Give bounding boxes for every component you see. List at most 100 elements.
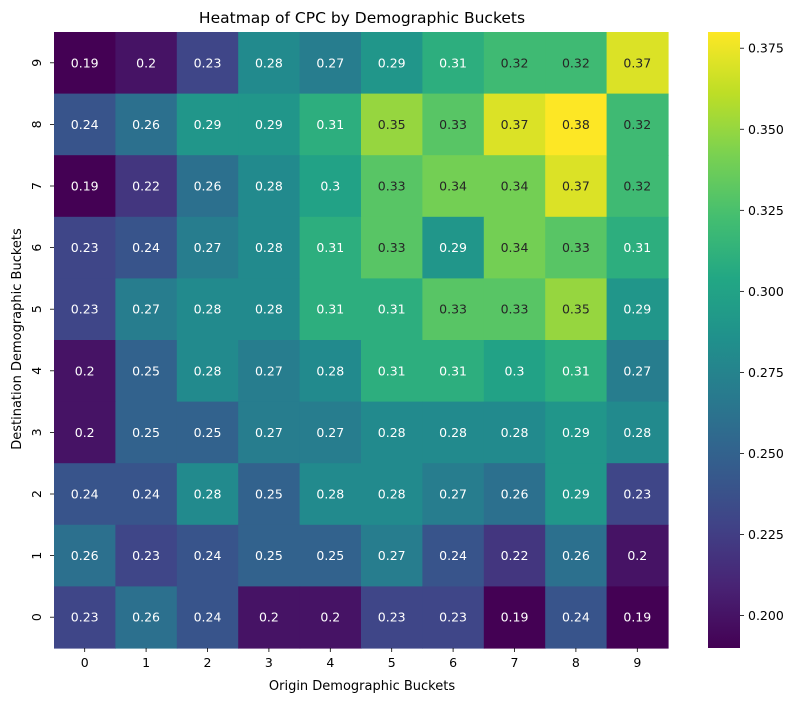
heatmap-cell bbox=[606, 340, 669, 403]
heatmap-cell bbox=[299, 524, 362, 587]
cell-value-label: 0.29 bbox=[562, 487, 590, 502]
cell-value-label: 0.31 bbox=[378, 302, 406, 317]
heatmap-cell bbox=[545, 93, 608, 156]
cell-value-label: 0.28 bbox=[316, 487, 344, 502]
heatmap-cell bbox=[176, 401, 239, 464]
x-tick-label: 7 bbox=[511, 655, 519, 670]
cell-value-label: 0.31 bbox=[378, 363, 406, 378]
heatmap-cell bbox=[176, 463, 239, 526]
heatmap-cell bbox=[238, 155, 301, 218]
x-tick-label: 1 bbox=[142, 655, 150, 670]
cell-value-label: 0.27 bbox=[623, 363, 651, 378]
cell-value-label: 0.37 bbox=[562, 179, 590, 194]
cell-value-label: 0.32 bbox=[623, 179, 651, 194]
cell-value-label: 0.2 bbox=[75, 425, 95, 440]
heatmap-cell bbox=[54, 340, 116, 403]
heatmap-cell bbox=[545, 216, 608, 279]
cell-value-label: 0.23 bbox=[378, 610, 406, 625]
heatmap-cell bbox=[606, 524, 669, 587]
y-tick-label: 1 bbox=[29, 552, 44, 560]
heatmap-cell bbox=[238, 278, 301, 341]
cell-value-label: 0.31 bbox=[623, 240, 651, 255]
colorbar-tick-label: 0.200 bbox=[748, 608, 784, 623]
heatmap-cell bbox=[483, 278, 546, 341]
cell-value-label: 0.25 bbox=[132, 363, 160, 378]
cell-value-label: 0.24 bbox=[562, 610, 590, 625]
colorbar-tick-label: 0.325 bbox=[748, 203, 784, 218]
cell-value-label: 0.19 bbox=[501, 610, 529, 625]
heatmap-cell bbox=[483, 463, 546, 526]
cell-value-label: 0.31 bbox=[439, 55, 467, 70]
cell-value-label: 0.23 bbox=[439, 610, 467, 625]
heatmap-cell bbox=[422, 278, 485, 341]
cell-value-label: 0.25 bbox=[194, 425, 222, 440]
heatmap-cell bbox=[545, 155, 608, 218]
heatmap-cell bbox=[483, 524, 546, 587]
cell-value-label: 0.27 bbox=[194, 240, 222, 255]
heatmap-cell bbox=[54, 463, 116, 526]
cell-value-label: 0.31 bbox=[562, 363, 590, 378]
heatmap-cell bbox=[299, 586, 362, 649]
chart-title: Heatmap of CPC by Demographic Buckets bbox=[199, 9, 525, 27]
cell-value-label: 0.24 bbox=[194, 548, 222, 563]
heatmap-cell bbox=[115, 463, 178, 526]
cell-value-label: 0.24 bbox=[132, 487, 160, 502]
cell-value-label: 0.25 bbox=[316, 548, 344, 563]
cell-value-label: 0.31 bbox=[316, 240, 344, 255]
cell-value-label: 0.26 bbox=[194, 179, 222, 194]
heatmap-cell bbox=[361, 155, 423, 218]
cell-value-label: 0.28 bbox=[316, 363, 344, 378]
heatmap-cell bbox=[54, 93, 116, 156]
heatmap-cell bbox=[176, 278, 239, 341]
heatmap-cell bbox=[483, 216, 546, 279]
cell-value-label: 0.26 bbox=[562, 548, 590, 563]
heatmap-cell bbox=[54, 32, 116, 95]
cell-value-label: 0.28 bbox=[378, 425, 406, 440]
heatmap-cell bbox=[238, 32, 301, 95]
cell-value-label: 0.37 bbox=[623, 55, 651, 70]
cell-value-label: 0.24 bbox=[132, 240, 160, 255]
x-tick-label: 3 bbox=[265, 655, 273, 670]
cell-value-label: 0.28 bbox=[194, 487, 222, 502]
heatmap-cell-labels: 0.19 0.2 0.23 0.28 0.27 0.29 0.31 0.32 0.32 0.37 0… bbox=[71, 55, 651, 624]
cell-value-label: 0.27 bbox=[316, 425, 344, 440]
cell-value-label: 0.29 bbox=[194, 117, 222, 132]
cell-value-label: 0.25 bbox=[132, 425, 160, 440]
cell-value-label: 0.2 bbox=[627, 548, 647, 563]
heatmap-cell bbox=[545, 524, 608, 587]
heatmap-cell bbox=[606, 32, 669, 95]
x-axis-label: Origin Demographic Buckets bbox=[269, 679, 455, 694]
heatmap-cell bbox=[115, 401, 178, 464]
heatmap-cell bbox=[606, 586, 669, 649]
colorbar-tick-label: 0.275 bbox=[748, 365, 784, 380]
colorbar-tick-label: 0.375 bbox=[748, 41, 784, 56]
y-tick-label: 4 bbox=[29, 367, 44, 375]
cell-value-label: 0.28 bbox=[255, 55, 283, 70]
x-tick-label: 6 bbox=[449, 655, 457, 670]
heatmap-cell bbox=[176, 155, 239, 218]
heatmap-cell bbox=[422, 93, 485, 156]
heatmap-cell bbox=[483, 93, 546, 156]
x-tick-label: 8 bbox=[572, 655, 580, 670]
heatmap-cell bbox=[299, 93, 362, 156]
cell-value-label: 0.27 bbox=[132, 302, 160, 317]
cell-value-label: 0.28 bbox=[439, 425, 467, 440]
heatmap-cell bbox=[422, 32, 485, 95]
cell-value-label: 0.24 bbox=[194, 610, 222, 625]
cell-value-label: 0.26 bbox=[71, 548, 99, 563]
cell-value-label: 0.23 bbox=[623, 487, 651, 502]
heatmap-cell bbox=[299, 401, 362, 464]
x-tick-label: 4 bbox=[326, 655, 334, 670]
heatmap-cell bbox=[238, 524, 301, 587]
heatmap-cell bbox=[545, 340, 608, 403]
heatmap-cell bbox=[483, 155, 546, 218]
cell-value-label: 0.28 bbox=[623, 425, 651, 440]
cell-value-label: 0.33 bbox=[439, 302, 467, 317]
cell-value-label: 0.29 bbox=[562, 425, 590, 440]
cell-value-label: 0.25 bbox=[255, 548, 283, 563]
y-tick-label: 2 bbox=[29, 490, 44, 498]
y-tick-label: 8 bbox=[29, 120, 44, 128]
cell-value-label: 0.28 bbox=[255, 179, 283, 194]
x-axis-ticks: 0 1 2 3 4 5 6 7 8 9 bbox=[81, 648, 641, 670]
colorbar-tick-label: 0.250 bbox=[748, 446, 784, 461]
